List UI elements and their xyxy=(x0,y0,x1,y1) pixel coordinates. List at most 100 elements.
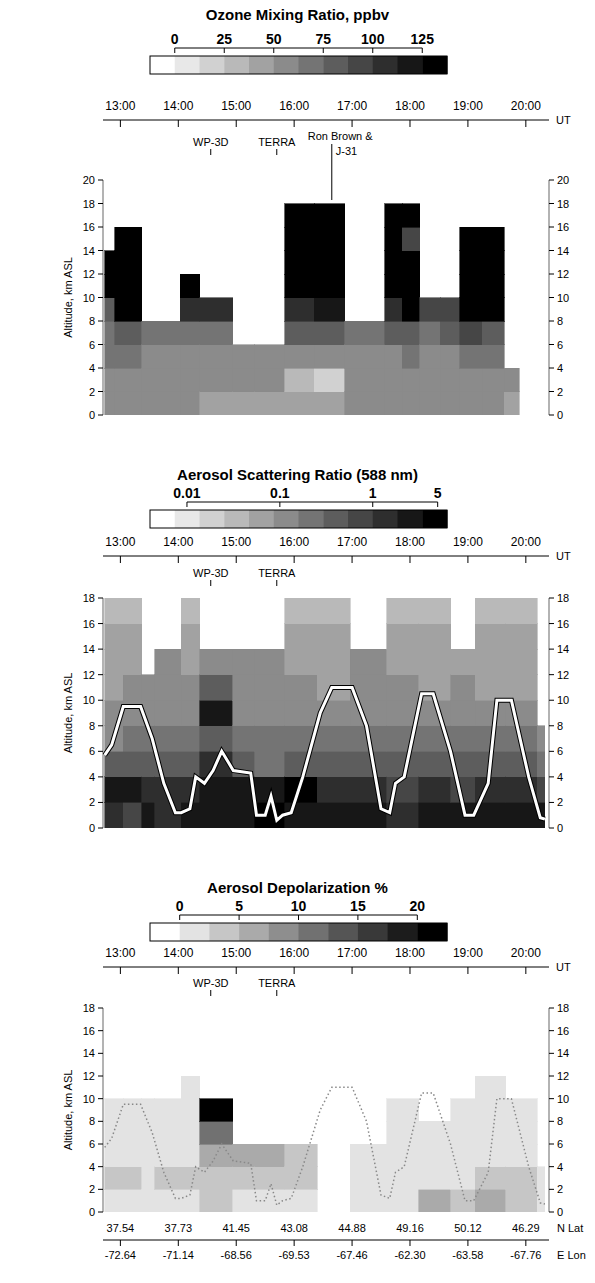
colorbar-tick-label: 75 xyxy=(315,31,331,47)
cell xyxy=(317,726,350,752)
x-tick xyxy=(120,556,121,563)
y2-tick xyxy=(549,776,554,777)
x-axis xyxy=(103,120,549,121)
x-tick xyxy=(120,967,121,974)
cell xyxy=(506,624,538,650)
plot-area xyxy=(105,204,520,416)
cell xyxy=(350,649,386,675)
x-axis xyxy=(103,556,549,557)
cell xyxy=(451,649,476,675)
cell xyxy=(285,345,315,369)
x-tick xyxy=(236,556,237,563)
colorbar-bin xyxy=(150,56,175,74)
cell xyxy=(233,726,255,752)
lat-tick-label: 49.16 xyxy=(396,1222,424,1234)
cell xyxy=(233,802,255,828)
y2-tick xyxy=(549,250,554,251)
y-tick-label: 4 xyxy=(89,362,95,374)
colorbar-bin xyxy=(422,510,447,528)
y-tick xyxy=(98,344,103,345)
y2-tick xyxy=(549,415,554,416)
colorbar-frame xyxy=(150,56,447,74)
x-axis xyxy=(103,967,549,968)
colorbar-bin xyxy=(373,56,398,74)
plot-area xyxy=(105,1076,545,1212)
flight-track xyxy=(105,687,545,820)
cell xyxy=(105,392,115,416)
cell xyxy=(181,598,200,624)
cell xyxy=(475,649,505,675)
cell xyxy=(142,777,155,803)
colorbar-tick xyxy=(239,915,240,920)
y-tick-label: 18 xyxy=(83,198,95,210)
x-tick xyxy=(467,120,468,127)
y2-tick xyxy=(549,1008,554,1009)
lon-tick-label: -63.58 xyxy=(452,1249,483,1261)
cell xyxy=(475,675,505,701)
x-tick-label: 13:00 xyxy=(105,946,135,960)
colorbar-bin xyxy=(422,56,447,74)
colorbar-tick xyxy=(323,48,324,53)
cell xyxy=(142,675,155,701)
cell xyxy=(402,392,419,416)
cell xyxy=(142,321,180,345)
cell xyxy=(180,345,200,369)
cell xyxy=(537,751,545,777)
colorbar-tick-label: 25 xyxy=(216,31,232,47)
cell xyxy=(200,1099,233,1122)
colorbar-bin xyxy=(358,923,388,941)
cell xyxy=(105,321,115,345)
y-tick xyxy=(98,203,103,204)
annotation: TERRA xyxy=(258,136,296,148)
x-tick-label: 20:00 xyxy=(511,535,541,549)
colorbar-bin xyxy=(175,56,200,74)
y2-tick-label: 18 xyxy=(557,1002,569,1014)
y-tick xyxy=(98,700,103,701)
x-tick-label: 15:00 xyxy=(221,946,251,960)
cell xyxy=(142,368,180,392)
cell xyxy=(420,345,440,369)
colorbar-bin xyxy=(175,510,200,528)
y-tick-label: 18 xyxy=(83,1002,95,1014)
x-tick-label: 15:00 xyxy=(221,99,251,113)
cell xyxy=(350,1189,386,1212)
lon-tick xyxy=(467,1240,468,1246)
cell xyxy=(451,726,476,752)
cell xyxy=(255,368,285,392)
cell xyxy=(105,675,124,701)
x-tick-label: 20:00 xyxy=(511,946,541,960)
y2-tick-label: 16 xyxy=(557,1025,569,1037)
cell xyxy=(105,251,115,275)
colorbar-tick xyxy=(174,48,175,53)
cell xyxy=(402,345,419,369)
cell xyxy=(475,598,505,624)
colorbar-bin xyxy=(348,56,373,74)
y2-tick xyxy=(549,802,554,803)
y2-tick xyxy=(549,391,554,392)
cell xyxy=(419,802,451,828)
x-tick xyxy=(178,556,179,563)
cell xyxy=(200,392,233,416)
colorbar-tick-label: 5 xyxy=(434,485,442,501)
colorbar-tick-label: 0.01 xyxy=(173,485,200,501)
cell xyxy=(200,1189,233,1212)
cell xyxy=(402,298,419,322)
y2-tick xyxy=(549,674,554,675)
cell xyxy=(123,649,142,675)
cell xyxy=(506,802,538,828)
cell xyxy=(317,624,350,650)
colorbar-tick xyxy=(372,48,373,53)
y-tick-label: 12 xyxy=(83,669,95,681)
cell xyxy=(181,700,200,726)
y-tick xyxy=(98,297,103,298)
annotation: Ron Brown & xyxy=(308,130,373,142)
annotation-tick xyxy=(276,149,277,155)
cell xyxy=(105,345,115,369)
cell xyxy=(482,321,504,345)
cell xyxy=(402,368,419,392)
y2-tick-label: 16 xyxy=(557,221,569,233)
y2-tick-label: 6 xyxy=(557,745,563,757)
lat-tick-label: 37.54 xyxy=(107,1222,135,1234)
y-tick-label: 16 xyxy=(83,1025,95,1037)
cell xyxy=(200,649,233,675)
